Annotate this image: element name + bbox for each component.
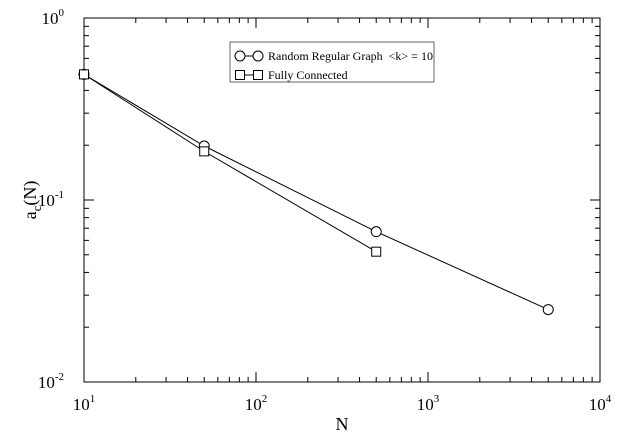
- y-tick-label-base: 10: [38, 191, 55, 210]
- x-tick-label-exponent: 1: [90, 393, 96, 405]
- data-point-fully-connected: [371, 246, 382, 257]
- x-tick-label-base: 10: [245, 395, 262, 414]
- x-tick-label: 101: [73, 393, 96, 414]
- x-tick-label-base: 10: [589, 395, 606, 414]
- y-axis-label: ac(N): [20, 181, 44, 220]
- x-tick-label-exponent: 4: [606, 393, 612, 405]
- y-axis-label-subscript: c: [29, 205, 44, 211]
- data-point-fully-connected: [199, 146, 210, 157]
- legend-marker-circle-right: [252, 50, 264, 62]
- data-point-random-regular: [542, 304, 554, 316]
- x-tick-label-base: 10: [417, 395, 434, 414]
- y-tick-label-exponent: -2: [55, 371, 64, 383]
- x-tick-label: 104: [589, 393, 612, 414]
- series-line-random-regular: [83, 73, 549, 311]
- legend-marker-square-right: [253, 70, 263, 80]
- y-axis-label-rest: (N): [20, 181, 41, 206]
- data-point-fully-connected: [79, 69, 89, 80]
- legend-label-fully-connected: Fully Connected: [268, 68, 348, 82]
- legend-marker-circle-left: [234, 50, 246, 62]
- y-tick-label: 10-1: [38, 189, 64, 210]
- y-tick-label-exponent: -1: [55, 189, 64, 201]
- series-layer: [78, 68, 554, 316]
- y-tick-label-base: 10: [38, 373, 55, 392]
- y-tick-label-exponent: 0: [59, 7, 65, 19]
- legend: Random Regular Graph <k> = 10 Fully Conn…: [229, 41, 435, 83]
- y-tick-label: 10-2: [38, 371, 64, 392]
- x-tick-label: 103: [417, 393, 440, 414]
- legend-label-random-regular: Random Regular Graph <k> = 10: [268, 49, 433, 63]
- axis-ticks: [83, 17, 601, 383]
- y-tick-label: 100: [42, 7, 65, 28]
- legend-box: [229, 41, 435, 83]
- x-tick-label-exponent: 2: [262, 393, 268, 405]
- data-point-random-regular: [370, 226, 382, 238]
- legend-marker-square-left: [235, 70, 245, 80]
- x-tick-label: 102: [245, 393, 268, 414]
- x-axis-label: N: [336, 414, 349, 434]
- x-tick-label-base: 10: [73, 395, 90, 414]
- y-axis-label-base: a: [20, 211, 40, 219]
- y-tick-label-base: 10: [42, 9, 59, 28]
- x-tick-label-exponent: 3: [434, 393, 440, 405]
